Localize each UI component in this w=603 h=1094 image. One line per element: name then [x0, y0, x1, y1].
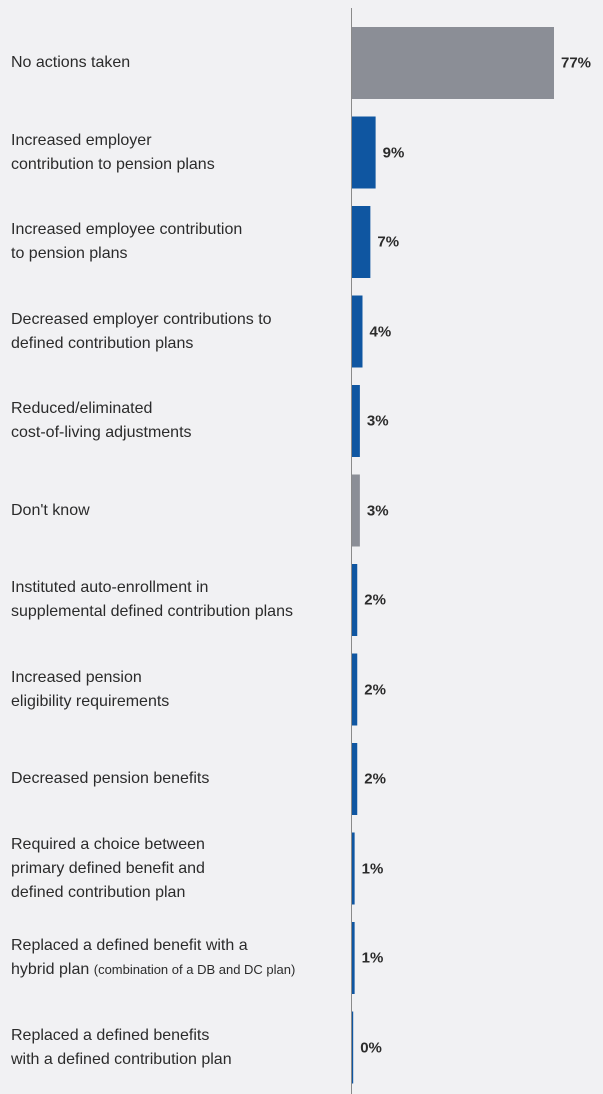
category-label-text: Replaced a defined benefit with a — [11, 937, 248, 954]
bar — [352, 474, 360, 547]
bar — [352, 922, 355, 994]
category-label-line: Increased employee contribution — [11, 218, 341, 242]
value-label: 1% — [361, 860, 384, 877]
category-label: Replaced a defined benefit with a hybrid … — [11, 934, 341, 982]
value-label: 3% — [366, 502, 389, 519]
category-label: Increased pension eligibility requirement… — [11, 666, 341, 714]
category-label-text: hybrid plan — [11, 961, 90, 978]
category-label-text: to pension plans — [11, 245, 128, 262]
bar — [352, 116, 376, 189]
category-label-text: defined contribution plan — [11, 883, 186, 901]
category-label-line: Required a choice between — [11, 833, 341, 857]
category-label-text: Replaced a defined benefits — [11, 1026, 210, 1044]
category-label-text: Reduced/eliminated — [11, 400, 153, 417]
category-label: No actions taken — [11, 51, 341, 75]
category-label-line: Don't know — [11, 499, 341, 523]
category-label-line: Decreased pension benefits — [11, 767, 341, 791]
value-label: 0% — [360, 1039, 382, 1056]
category-label-text: Decreased employer contributions to — [11, 310, 272, 328]
category-label-text: Increased employee contribution — [11, 221, 243, 238]
category-label-line: supplemental defined contribution plans — [11, 600, 341, 624]
category-label-line: eligibility requirements — [11, 690, 341, 714]
category-label-line: defined contribution plan — [11, 881, 341, 905]
category-label-line: contribution to pension plans — [11, 153, 341, 177]
bar — [352, 564, 358, 636]
category-label: Reduced/eliminated cost-of-living adjustm… — [11, 397, 341, 445]
category-label-line: cost-of-living adjustments — [11, 421, 341, 445]
category-label-text: Instituted auto-enrollment in — [11, 579, 209, 596]
bar-series — [352, 27, 554, 1084]
category-label-text: defined contribution plans — [11, 334, 194, 352]
category-label-line: with a defined contribution plan — [11, 1048, 341, 1072]
category-label-text: with a defined contribution plan — [11, 1050, 232, 1068]
category-label-text: supplemental defined contribution plans — [11, 603, 293, 620]
category-label-text: primary defined benefit and — [11, 859, 205, 877]
category-label-text: eligibility requirements — [11, 692, 170, 710]
category-label: Increased employee contribution to pensio… — [11, 218, 341, 266]
category-label-line: defined contribution plans — [11, 332, 341, 356]
value-label: 9% — [382, 144, 405, 161]
category-label-text: Required a choice between — [11, 835, 205, 853]
category-label-line: hybrid plan (combination of a DB and DC … — [11, 958, 341, 982]
category-label-line: Replaced a defined benefits — [11, 1024, 341, 1048]
category-label: Required a choice between primary defined… — [11, 833, 341, 905]
bar — [352, 832, 355, 905]
value-label: 2% — [364, 770, 386, 788]
value-label: 3% — [366, 412, 389, 430]
value-label: 77% — [561, 54, 592, 72]
category-label-line: primary defined benefit and — [11, 857, 341, 881]
category-label: Instituted auto-enrollment in supplementa… — [11, 576, 341, 624]
value-label: 2% — [364, 591, 386, 609]
value-label: 4% — [369, 323, 392, 340]
value-label: 1% — [361, 949, 384, 967]
category-label: Decreased pension benefits — [11, 767, 341, 791]
category-label: Increased employer contribution to pensio… — [11, 129, 341, 177]
bar — [352, 1011, 354, 1084]
bar — [352, 385, 360, 457]
bar — [352, 295, 363, 368]
category-label-text: Decreased pension benefits — [11, 770, 210, 787]
category-label-line: Increased pension — [11, 666, 341, 690]
category-label-text: contribution to pension plans — [11, 155, 215, 173]
category-label-line: Reduced/eliminated — [11, 397, 341, 421]
category-label: Replaced a defined benefits with a define… — [11, 1024, 341, 1072]
bar — [352, 653, 358, 726]
bar — [352, 206, 371, 278]
category-label-line: Instituted auto-enrollment in — [11, 576, 341, 600]
category-label-line: No actions taken — [11, 51, 341, 75]
category-label-text: No actions taken — [11, 54, 131, 71]
category-label-line: Replaced a defined benefit with a — [11, 934, 341, 958]
category-label-text: Increased employer — [11, 131, 152, 149]
bar — [352, 27, 554, 99]
value-label: 2% — [364, 681, 386, 698]
category-label-text: Increased pension — [11, 668, 142, 686]
category-label-text: cost-of-living adjustments — [11, 424, 192, 441]
category-label-note: (combination of a DB and DC plan) — [93, 962, 296, 977]
bar — [352, 743, 358, 815]
category-label-line: to pension plans — [11, 242, 341, 266]
category-label-line: Increased employer — [11, 129, 341, 153]
category-label-text: Don't know — [11, 501, 90, 519]
category-label: Don't know — [11, 499, 341, 523]
value-label: 7% — [377, 233, 400, 251]
category-label: Decreased employer contributions to defin… — [11, 308, 341, 356]
category-label-line: Decreased employer contributions to — [11, 308, 341, 332]
